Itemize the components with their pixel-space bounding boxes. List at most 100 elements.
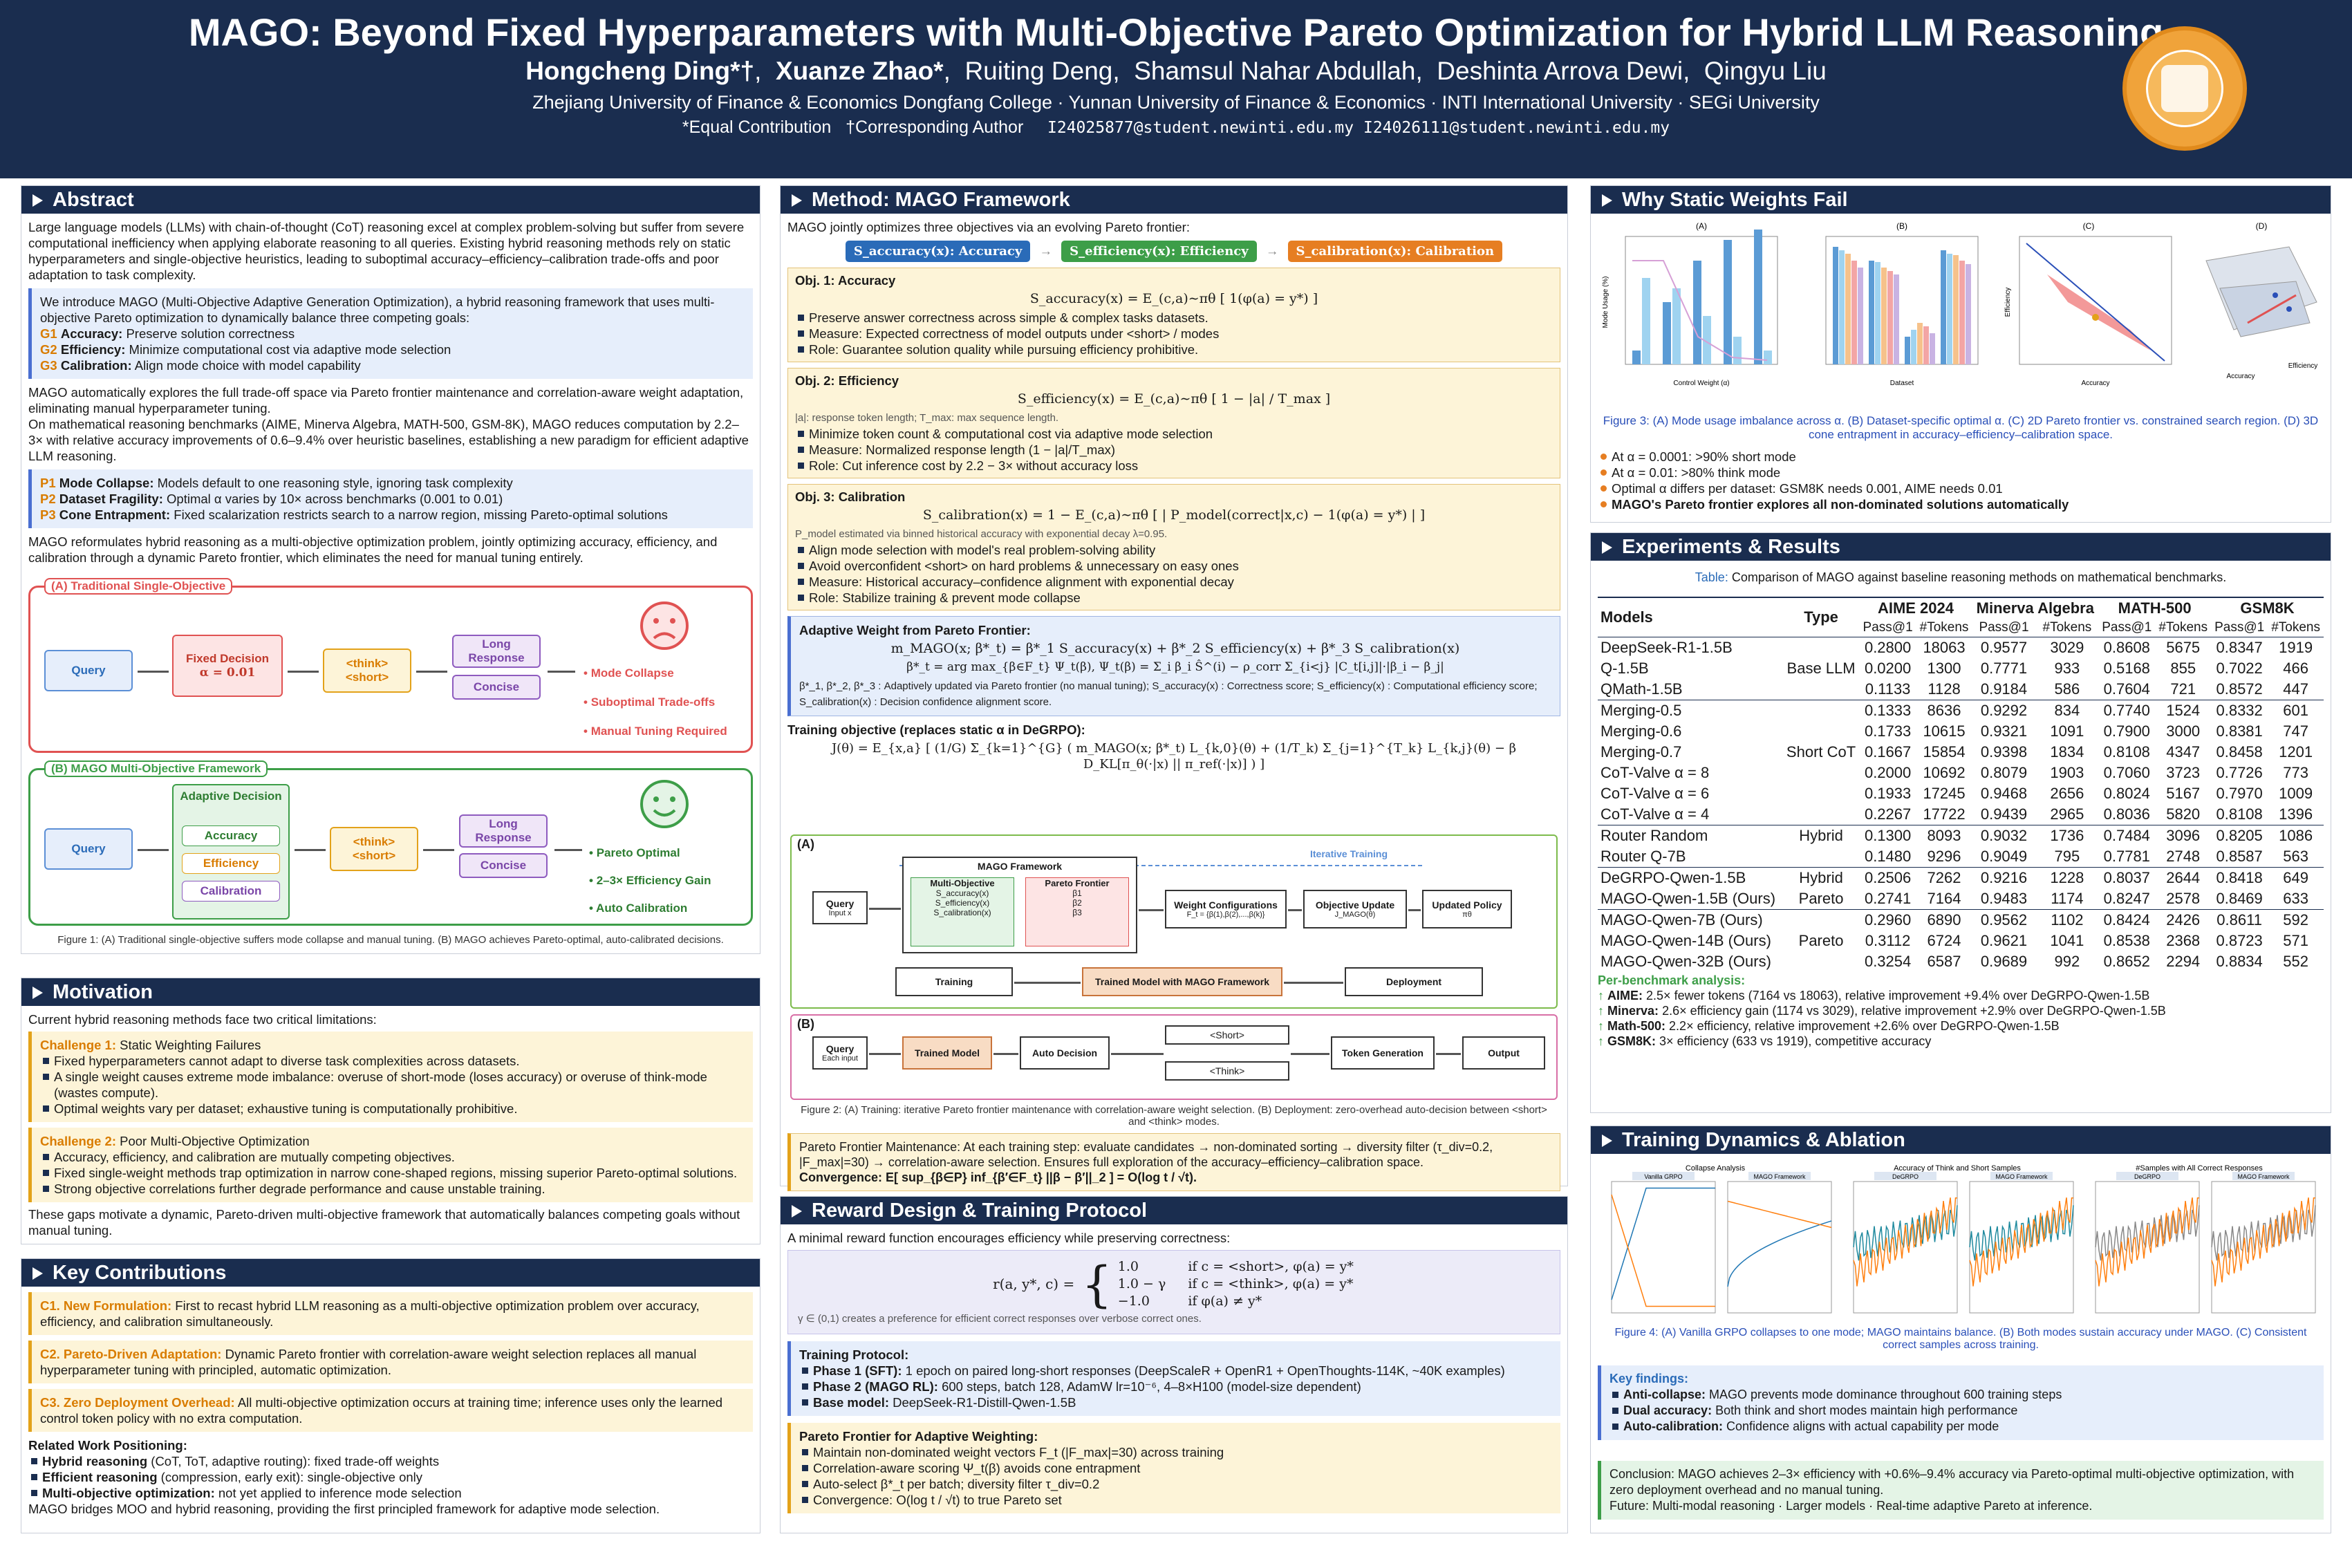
arrow-icon xyxy=(869,1053,901,1055)
bar xyxy=(1941,250,1946,364)
panel-a-xlabel: Control Weight (α) xyxy=(1673,380,1729,387)
dynamics-heading: Training Dynamics & Ablation xyxy=(1591,1126,2331,1154)
gain-item: • Auto Calibration xyxy=(589,902,688,915)
solution-point xyxy=(2272,292,2278,298)
contribution-note: *Equal Contribution †Corresponding Autho… xyxy=(0,118,2352,138)
arrow-icon xyxy=(1284,982,1343,984)
cone-line xyxy=(2247,294,2297,324)
why-item: MAGO's Pareto frontier explores all non-… xyxy=(1598,496,2324,512)
figure2-caption: Figure 2: (A) Training: iterative Pareto… xyxy=(801,1104,1547,1128)
bar xyxy=(1851,261,1857,364)
results-table: Models Type AIME 2024 Minerva Algebra MA… xyxy=(1598,597,2324,972)
table-row: CoT-Valve α = 6 0.1933 17245 0.9468 2656 0.80… xyxy=(1600,785,2313,802)
short-mode-box: <Short> xyxy=(1165,1025,1289,1045)
reward-equation-box: r(a, y*, c) = { 1.0 if c = <short>, φ(a) … xyxy=(787,1250,1560,1334)
mode-box: <think> <short> xyxy=(323,648,411,693)
per-benchmark: Per-benchmark analysis: ↑ AIME: 2.5× few… xyxy=(1598,973,2324,1049)
panel-d-label: (D) xyxy=(2256,221,2268,231)
why-item: At α = 0.01: >80% think mode xyxy=(1598,465,2324,480)
series-line xyxy=(1727,1200,1832,1229)
constrained-region xyxy=(2047,274,2151,351)
reward-body: A minimal reward function encourages eff… xyxy=(787,1230,1560,1513)
problem-item: P2 Dataset Fragility: Optimal α varies b… xyxy=(40,492,503,506)
bar xyxy=(1875,262,1880,364)
mago-framework-box: MAGO Framework Multi-Objective S_accuracy… xyxy=(902,857,1137,953)
triangle-icon xyxy=(1602,541,1612,554)
issue-item: • Suboptimal Trade-offs xyxy=(584,696,716,709)
bar xyxy=(1845,254,1851,364)
arrow-icon xyxy=(295,849,326,851)
concise-box: Concise xyxy=(459,853,548,878)
plot-frame xyxy=(1969,1181,2074,1314)
fixed-weight-point xyxy=(2092,314,2099,321)
panel-c-xlabel: Accuracy xyxy=(2081,380,2109,387)
table-row: MAGO-Qwen-32B (Ours) 0.3254 6587 0.9689 992 0… xyxy=(1600,953,2308,970)
fig1b-diagram: (B) MAGO Multi-Objective Framework Query… xyxy=(28,760,753,926)
table-caption: Table: Comparison of MAGO against baseli… xyxy=(1695,570,2227,584)
method-body: MAGO jointly optimizes three objectives … xyxy=(787,219,1560,775)
objective3-box: Obj. 3: Calibration S_calibration(x) = 1… xyxy=(787,484,1560,610)
bar xyxy=(1947,254,1952,364)
reward-heading: Reward Design & Training Protocol xyxy=(781,1197,1567,1224)
subplot-tab xyxy=(1748,1172,1811,1180)
fig1a-diagram: (A) Traditional Single-Objective Query F… xyxy=(28,578,753,753)
author: Xuanze Zhao* xyxy=(775,57,944,85)
bar xyxy=(1663,302,1671,364)
bar xyxy=(1839,250,1845,364)
bar xyxy=(1923,326,1929,364)
method-panel: Method: MAGO Framework MAGO jointly opti… xyxy=(780,185,1568,1191)
benchmark-item: ↑ GSM8K: 3× efficiency (633 vs 1919), co… xyxy=(1598,1034,1932,1048)
plot-title: Collapse Analysis xyxy=(1686,1164,1746,1173)
figure3-caption: Figure 3: (A) Mode usage imbalance acros… xyxy=(1603,414,2319,441)
table-row: DeepSeek-R1-1.5B 0.2800 18063 0.9577 3029 0.8… xyxy=(1598,637,2324,658)
query-box: Query xyxy=(44,650,133,691)
experiments-heading: Experiments & Results xyxy=(1591,533,2331,561)
sad-face-icon xyxy=(640,601,689,650)
abstract-p4: MAGO reformulates hybrid reasoning as a … xyxy=(28,534,718,565)
problems-box: P1 Mode Collapse: Models default to one … xyxy=(28,469,753,528)
benchmark-item: ↑ AIME: 2.5× fewer tokens (7164 vs 18063… xyxy=(1598,989,2150,1002)
emails: I24025877@student.newinti.edu.my I240261… xyxy=(1047,119,1670,137)
triangle-icon xyxy=(792,194,802,207)
happy-face-icon xyxy=(640,780,689,828)
abstract-p2: MAGO automatically explores the full tra… xyxy=(28,385,744,416)
solution-point xyxy=(2286,306,2292,312)
bar xyxy=(1887,271,1893,364)
arrow-icon xyxy=(554,849,582,851)
panel-a-label: (A) xyxy=(1696,221,1707,231)
table-row: CoT-Valve α = 8 0.2000 10692 0.8079 1903 0.70… xyxy=(1600,764,2308,781)
pareto-maintenance-box: Pareto Frontier Maintenance: At each tra… xyxy=(787,1133,1560,1191)
bar xyxy=(1881,268,1887,364)
table-row: CoT-Valve α = 4 0.2267 17722 0.9439 2965 0.80… xyxy=(1600,805,2313,823)
arrow-icon xyxy=(869,908,901,910)
why-item: At α = 0.0001: >90% short mode xyxy=(1598,449,2324,465)
accuracy-chip: Accuracy xyxy=(182,825,280,846)
contributions-body: C1. New Formulation: First to recast hyb… xyxy=(28,1292,753,1517)
training-box: Training xyxy=(895,967,1013,996)
results-table-wrap: Models Type AIME 2024 Minerva Algebra MA… xyxy=(1598,597,2324,972)
abstract-panel: Abstract Large language models (LLMs) wi… xyxy=(21,185,760,954)
plot-title: #Samples with All Correct Responses xyxy=(2136,1164,2263,1173)
conclusion-text: Conclusion: MAGO achieves 2–3× efficienc… xyxy=(1609,1467,2295,1497)
series-line xyxy=(1969,1197,2074,1287)
bar xyxy=(1703,316,1711,364)
subplot-tab xyxy=(1990,1172,2053,1180)
fixed-decision-box: Fixed Decision α = 0.01 xyxy=(172,635,283,697)
abstract-intro: We introduce MAGO (Multi-Objective Adapt… xyxy=(40,295,715,325)
table-row: Merging-0.7 Short CoT 0.1667 15854 0.9398 183… xyxy=(1600,743,2313,760)
motivation-intro: Current hybrid reasoning methods face tw… xyxy=(28,1012,377,1027)
subplot-tab xyxy=(2232,1172,2295,1180)
reward-panel: Reward Design & Training Protocol A mini… xyxy=(780,1196,1568,1533)
poster-title: MAGO: Beyond Fixed Hyperparameters with … xyxy=(188,10,2164,54)
training-objective-label: Training objective (replaces static α in… xyxy=(787,722,1085,737)
bar xyxy=(1959,261,1965,364)
efficiency-chip: Efficiency xyxy=(182,853,280,874)
table-row: MAGO-Qwen-1.5B (Ours) Pareto 0.2741 7164 0.9… xyxy=(1600,890,2308,907)
series-line xyxy=(2095,1197,2200,1287)
table-row: Merging-0.6 0.1733 10615 0.9321 1091 0.7900 30… xyxy=(1600,722,2308,740)
table-row: DeGRPO-Qwen-1.5B Hybrid 0.2506 7262 0.9216 12… xyxy=(1598,867,2324,888)
bar xyxy=(1953,255,1959,364)
motivation-body: Current hybrid reasoning methods face tw… xyxy=(28,1011,753,1238)
output-box: Output xyxy=(1462,1036,1545,1070)
plot-frame xyxy=(1727,1181,1832,1314)
